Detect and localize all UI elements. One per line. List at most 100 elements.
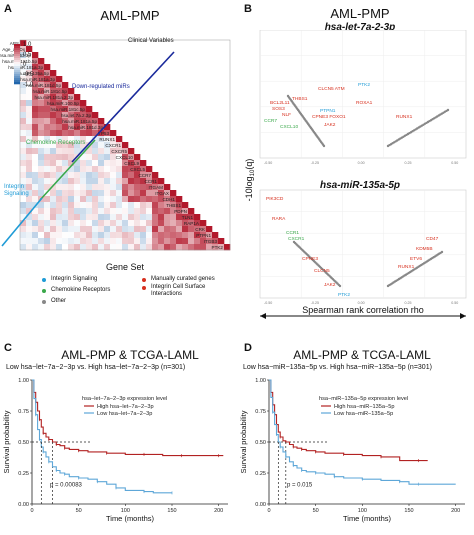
variable-labels: APSAge_at_Dxhsa.miR.153.3phsa.miR.181b.5… bbox=[0, 41, 223, 250]
heatmap-cell bbox=[56, 82, 63, 89]
gene-label: CPNE3 bbox=[302, 256, 318, 262]
heatmap-cell bbox=[26, 142, 33, 149]
volcano-x-tick: 0.50 bbox=[451, 161, 458, 165]
heatmap-cell bbox=[50, 184, 57, 191]
heatmap-cell bbox=[206, 232, 213, 239]
heatmap-cell bbox=[128, 172, 135, 179]
heatmap-cell bbox=[170, 190, 177, 197]
legend-label: Integrin Cell Surface Interactions bbox=[151, 284, 206, 297]
heatmap-cell bbox=[182, 226, 189, 233]
heatmap-cell bbox=[74, 220, 81, 227]
legend-label: High hsa−miR−135a−5p bbox=[334, 404, 395, 410]
heatmap-cell bbox=[140, 184, 147, 191]
heatmap-cell bbox=[38, 148, 45, 155]
gene-label: CXCR1 bbox=[288, 236, 305, 242]
heatmap-cell bbox=[194, 232, 201, 239]
heatmap-cell bbox=[86, 214, 93, 221]
heatmap-cell bbox=[134, 166, 141, 173]
heatmap-cell bbox=[182, 208, 189, 215]
heatmap-cell bbox=[38, 118, 45, 125]
colorbar-tick: 0 bbox=[23, 62, 27, 68]
heatmap-cell bbox=[86, 172, 93, 179]
y-tick-label: 0.25 bbox=[255, 471, 266, 477]
heatmap-cell bbox=[98, 202, 105, 209]
heatmap-cell bbox=[164, 208, 171, 215]
heatmap-cell bbox=[20, 76, 27, 83]
heatmap-cell bbox=[38, 160, 45, 167]
heatmap-cell bbox=[26, 220, 33, 227]
heatmap-cell bbox=[98, 118, 105, 125]
chemokine-group-label: Chemokine Receptors bbox=[26, 140, 85, 146]
heatmap-cell bbox=[128, 178, 135, 185]
heatmap-cell bbox=[80, 190, 87, 197]
heatmap-cell bbox=[32, 142, 39, 149]
heatmap-cell bbox=[212, 238, 219, 245]
heatmap-cell bbox=[146, 238, 153, 245]
heatmap-cell bbox=[50, 130, 57, 137]
km-plot-d: 0.00 0.25 0.50 0.75 1.00 0 50 100 150 200 Time (mo… bbox=[239, 378, 465, 523]
heatmap-cell bbox=[56, 136, 63, 143]
panel-a-title: AML-PMP bbox=[100, 8, 160, 23]
heatmap-cell bbox=[44, 88, 51, 95]
heatmap-cell bbox=[152, 220, 159, 227]
heatmap-cell bbox=[86, 118, 93, 125]
heatmap-cell bbox=[56, 166, 63, 173]
heatmap-cell bbox=[50, 124, 57, 131]
heatmap-cell bbox=[104, 244, 111, 251]
x-tick-label: 100 bbox=[121, 508, 130, 514]
heatmap-cell bbox=[110, 184, 117, 191]
heatmap-cell bbox=[56, 184, 63, 191]
heatmap-cell bbox=[140, 220, 147, 227]
volcano-point bbox=[446, 108, 450, 112]
heatmap-cell bbox=[110, 232, 117, 239]
legend-label: Other bbox=[51, 298, 67, 304]
heatmap-cell bbox=[86, 148, 93, 155]
heatmap-cell bbox=[32, 220, 39, 227]
heatmap-cell bbox=[74, 214, 81, 221]
heatmap-cell bbox=[20, 100, 27, 107]
heatmap-cell bbox=[26, 106, 33, 113]
mirs-group-label: Down-regulated miRs bbox=[72, 84, 130, 90]
heatmap-cell bbox=[38, 82, 45, 89]
heatmap-cell bbox=[62, 202, 69, 209]
heatmap-cell bbox=[98, 184, 105, 191]
heatmap-cell bbox=[134, 172, 141, 179]
heatmap-cell bbox=[170, 226, 177, 233]
variable-label: hsa.miR.181d.3p bbox=[68, 125, 103, 130]
gene-label: CLCN5 bbox=[314, 268, 330, 274]
heatmap-cell bbox=[56, 142, 63, 149]
heatmap-cell bbox=[20, 70, 27, 77]
colorbar-step bbox=[14, 72, 20, 75]
heatmap-cell bbox=[20, 58, 27, 65]
heatmap-cell bbox=[20, 214, 27, 221]
heatmap-cell bbox=[32, 160, 39, 167]
heatmap-cell bbox=[20, 118, 27, 125]
variable-label: PDPN bbox=[174, 209, 187, 214]
x-tick-label: 0 bbox=[30, 508, 33, 514]
heatmap-cell bbox=[92, 208, 99, 215]
heatmap-cell bbox=[26, 136, 33, 143]
heatmap-cell bbox=[110, 214, 117, 221]
variable-label: CDH1 bbox=[162, 197, 175, 202]
heatmap-cell bbox=[140, 244, 147, 251]
heatmap-cell bbox=[74, 184, 81, 191]
volcano-x-tick: 0.25 bbox=[405, 301, 412, 305]
heatmap-cell bbox=[92, 160, 99, 167]
colorbar-step bbox=[14, 74, 20, 77]
heatmap-cell bbox=[26, 202, 33, 209]
heatmap-cell bbox=[62, 244, 69, 251]
heatmap-cell bbox=[38, 142, 45, 149]
colorbar-step bbox=[14, 82, 20, 85]
heatmap-cell bbox=[86, 238, 93, 245]
heatmap-cell bbox=[182, 214, 189, 221]
heatmap-cell bbox=[56, 178, 63, 185]
heatmap-cell bbox=[140, 202, 147, 209]
heatmap-cell bbox=[32, 148, 39, 155]
heatmap-cell bbox=[92, 220, 99, 227]
gene-set-legend-title: Gene Set bbox=[105, 262, 145, 272]
km-c-title: AML-PMP & TCGA-LAML bbox=[61, 348, 199, 362]
heatmap-cell bbox=[116, 202, 123, 209]
heatmap-cell bbox=[80, 244, 87, 251]
volcano-x-tick: 0.50 bbox=[451, 301, 458, 305]
heatmap-cell bbox=[26, 244, 33, 251]
